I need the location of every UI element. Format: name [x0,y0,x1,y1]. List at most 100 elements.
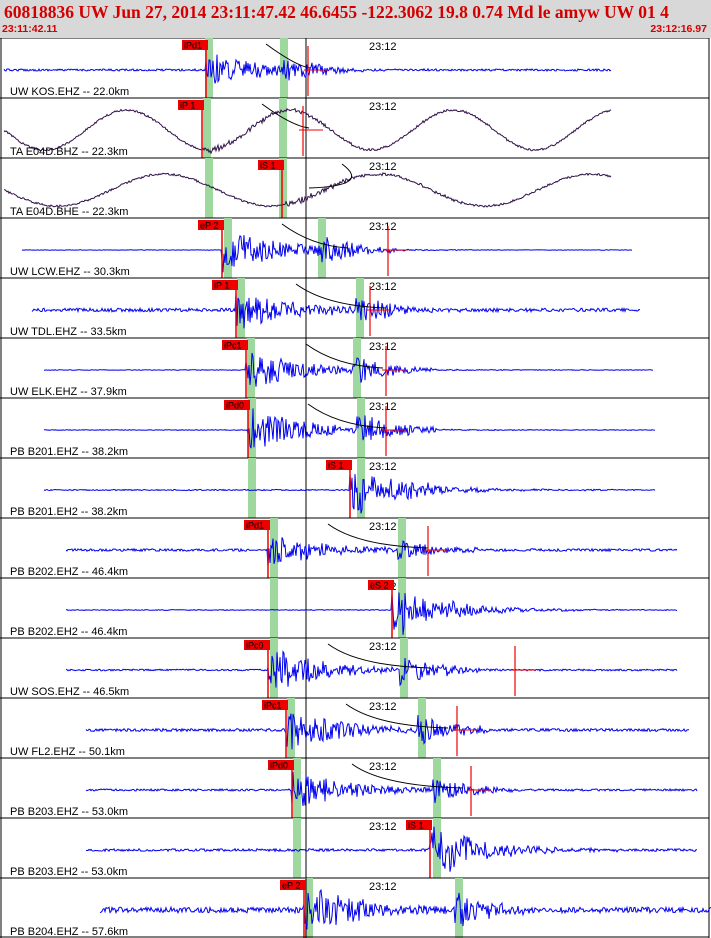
travel-time-curve [261,103,310,129]
travel-time-curve [305,343,384,369]
s-window [357,458,365,518]
pick-flag[interactable] [406,820,432,830]
p-window [248,458,256,518]
trace-panel[interactable]: 23:12 iS 1 PB B203.EH2 -- 53.0km [0,817,710,878]
waveform [43,352,654,387]
window-start-time: 23:11:42.11 [2,23,58,35]
pick-flag[interactable] [368,580,394,590]
seismogram-panel[interactable]: 23:12 iPd1 UW KOS.EHZ -- 22.0km 23:12 iP 1 TA… [0,38,711,938]
trace-panel[interactable]: 23:12 iPc0 UW SOS.EHZ -- 46.5km [0,637,710,698]
window-end-time: 23:12:16.97 [650,23,707,35]
s-window [357,398,365,458]
pick-flag[interactable] [244,520,270,530]
waveform [85,713,690,750]
pick-flag[interactable] [224,400,250,410]
p-window [270,578,278,638]
trace-panel[interactable]: 23:12 iP 1 TA E04D.BHZ -- 22.3km [0,97,710,158]
waveform [21,234,633,273]
trace-panel[interactable]: 23:12 iPc1 UW FL2.EHZ -- 50.1km [0,697,710,758]
trace-panel[interactable]: 23:12 eP 2 PB B204.EHZ -- 57.6km [0,877,711,938]
minute-label: 23:12 [369,641,397,653]
waveform [65,650,678,688]
station-label: UW KOS.EHZ -- 22.0km [10,86,129,98]
trace-panel[interactable]: 23:12 iS 1 PB B201.EH2 -- 38.2km [0,457,710,518]
p-window [205,158,213,218]
minute-label: 23:12 [369,701,397,713]
pick-label: iPd0 [270,761,288,771]
minute-label: 23:12 [369,341,397,353]
pick-label: iS 1 [260,161,276,171]
pick-flag[interactable] [198,220,224,230]
minute-label: 23:12 [369,521,397,533]
s-window [433,758,441,818]
pick-flag[interactable] [258,160,284,170]
station-label: UW LCW.EHZ -- 30.3km [10,266,130,278]
waveform [4,172,612,208]
waveform [65,592,678,635]
waveform [85,772,698,807]
station-label: TA E04D.BHE -- 22.3km [10,206,128,218]
minute-label: 23:12 [369,101,397,113]
s-window [279,98,287,158]
trace-panel[interactable]: 23:12eS 2PB B202.EH2 -- 46.4km [0,577,710,638]
pick-label: iPc0 [246,641,264,651]
trace-panel[interactable]: 23:12 iPd0 PB B203.EHZ -- 53.0km [0,757,710,818]
trace-panel[interactable]: 23:12 iPd1 UW KOS.EHZ -- 22.0km [0,38,710,98]
s-window [433,818,441,878]
s-window [455,878,463,938]
station-label: PB B202.EH2 -- 46.4km [10,626,127,638]
pick-flag[interactable] [178,100,204,110]
p-window [270,518,278,578]
pick-label: iPd1 [246,521,264,531]
minute-label: 23:12 [369,161,397,173]
minute-label: 23:12 [369,281,397,293]
event-title: 60818836 UW Jun 27, 2014 23:11:47.42 46.… [4,2,669,22]
trace-panel[interactable]: 23:12 iPd0 PB B201.EHZ -- 38.2km [0,397,710,458]
minute-label: 23:12 [369,821,397,833]
station-label: PB B203.EH2 -- 53.0km [10,866,127,878]
pick-flag[interactable] [268,760,294,770]
pick-flag[interactable] [212,280,238,290]
trace-panel[interactable]: 23:12 iP 1 UW TDL.EHZ -- 33.5km [0,277,710,338]
pick-label: iP 1 [180,101,195,111]
pick-flag[interactable] [280,880,306,890]
pick-flag[interactable] [222,340,248,350]
station-label: TA E04D.BHZ -- 22.3km [10,146,128,158]
station-label: UW ELK.EHZ -- 37.9km [10,386,127,398]
pick-label: iPd1 [184,41,202,51]
waveform [65,537,678,567]
trace-panel[interactable]: 23:12 iS 1 TA E04D.BHE -- 22.3km [0,157,710,218]
travel-time-curve [345,703,449,729]
pick-label: iPc1 [264,701,282,711]
waveform [99,888,711,930]
s-window [418,698,426,758]
station-label: UW TDL.EHZ -- 33.5km [10,326,127,338]
s-window [318,218,326,278]
trace-panel[interactable]: 23:12 iPc1 UW ELK.EHZ -- 37.9km [0,337,710,398]
pick-label: eS 2 [370,581,389,591]
trace-panel[interactable]: 23:12 eP 2 UW LCW.EHZ -- 30.3km [0,217,710,278]
minute-label: 23:12 [369,761,397,773]
pick-flag[interactable] [182,40,208,50]
pick-label: iP 1 [214,281,229,291]
waveform [3,107,612,155]
travel-time-curve [308,163,353,189]
p-window [293,758,301,818]
station-label: PB B201.EH2 -- 38.2km [10,506,127,518]
minute-label: 23:12 [369,881,397,893]
minute-label: 23:12 [369,461,397,473]
minute-label: 23:12 [369,221,397,233]
pick-label: iS 1 [408,821,424,831]
pick-flag[interactable] [262,700,288,710]
pick-label: iPc1 [224,341,242,351]
trace-panel[interactable]: 23:12 iPd1 PB B202.EHZ -- 46.4km [0,517,710,578]
p-window [293,818,301,878]
travel-time-curve [327,643,431,669]
pick-label: iPd0 [226,401,244,411]
station-label: PB B203.EHZ -- 53.0km [10,806,128,818]
station-label: UW SOS.EHZ -- 46.5km [10,686,129,698]
pick-flag[interactable] [244,640,270,650]
p-window [305,878,313,938]
pick-flag[interactable] [326,460,352,470]
minute-label: 23:12 [369,401,397,413]
